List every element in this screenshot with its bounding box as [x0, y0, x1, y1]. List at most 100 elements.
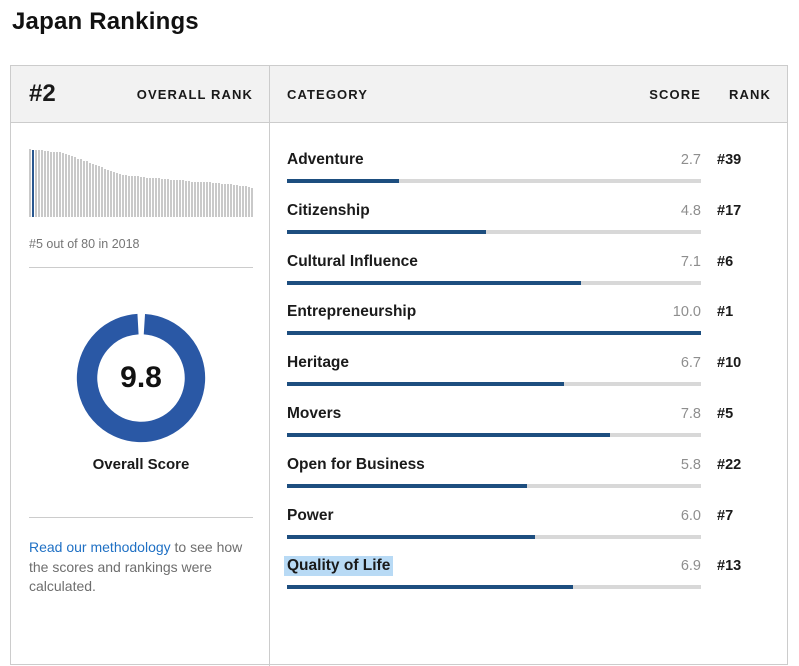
category-rank: #1 [717, 304, 734, 321]
country-rank-bar [59, 152, 61, 217]
score-column-header: SCORE [649, 86, 701, 102]
country-rank-bar [149, 178, 151, 217]
country-rank-bar [194, 182, 196, 217]
country-rank-bar [65, 154, 67, 217]
category-rank: #10 [717, 355, 742, 372]
category-row-line: Movers 7.8 #5 [287, 405, 771, 425]
country-rank-bar [167, 179, 169, 217]
methodology-text: to see how the scores and rankings were … [29, 539, 243, 594]
methodology-link[interactable]: Read our methodology [29, 539, 171, 555]
category-row-line: Power 6.0 #7 [287, 507, 771, 527]
category-column-header: CATEGORY [287, 86, 369, 102]
overall-rank-label: OVERALL RANK [136, 86, 253, 102]
score-bar-fill [287, 534, 536, 539]
category-rank: #22 [717, 456, 742, 473]
donut-chart [76, 313, 206, 443]
country-rank-bar [104, 169, 106, 217]
country-rank-bar [227, 184, 229, 217]
country-rank-bar [215, 183, 217, 217]
category-row[interactable]: Open for Business 5.8 #22 [287, 446, 771, 497]
country-rank-bar [131, 176, 133, 217]
category-score: 4.8 [680, 202, 701, 219]
category-name: Quality of Life [284, 556, 394, 577]
category-row[interactable]: Entrepreneurship 10.0 #1 [287, 293, 771, 344]
category-row-line: Quality of Life 6.9 #13 [284, 556, 771, 577]
country-rank-bar [50, 152, 52, 217]
category-score: 10.0 [672, 304, 701, 321]
score-bar-fill [287, 280, 581, 285]
category-score: 7.1 [680, 253, 701, 270]
panel-header: #2 OVERALL RANK CATEGORY SCORE RANK [11, 66, 787, 123]
overall-rank-value: #2 [29, 80, 56, 107]
country-rank-bar [158, 178, 160, 217]
country-rank-bar [245, 186, 247, 217]
category-name: Cultural Influence [287, 252, 418, 270]
category-score: 5.8 [680, 456, 701, 473]
score-bar-track [287, 331, 701, 336]
country-rank-bar [221, 184, 223, 217]
country-rank-bar [62, 153, 64, 217]
country-rank-bar [29, 149, 31, 217]
country-rank-bar [206, 182, 208, 217]
score-bar-fill [287, 432, 610, 437]
category-row-line: Entrepreneurship 10.0 #1 [287, 303, 771, 323]
country-rank-bar [140, 177, 142, 217]
category-row-line: Adventure 2.7 #39 [287, 151, 771, 171]
country-rank-bar [173, 180, 175, 217]
country-rank-bar [233, 185, 235, 217]
overall-rank-header: #2 OVERALL RANK [11, 66, 269, 122]
country-rank-bar [251, 188, 253, 217]
country-rank-bar [92, 164, 94, 217]
score-bar-track [287, 483, 701, 488]
country-rank-bar [122, 175, 124, 217]
country-rank-bar [77, 159, 79, 217]
category-row-line: Citizenship 4.8 #17 [287, 202, 771, 222]
category-name: Movers [287, 404, 342, 422]
category-row[interactable]: Cultural Influence 7.1 #6 [287, 243, 771, 294]
country-rank-bar [35, 150, 37, 217]
country-rank-bar [185, 181, 187, 217]
country-rank-bar [125, 175, 127, 217]
category-score: 7.8 [680, 405, 701, 422]
country-rank-bar [47, 151, 49, 217]
score-bar-fill [287, 331, 701, 336]
category-score: 6.0 [680, 507, 701, 524]
score-bar-track [287, 179, 701, 183]
divider [29, 517, 253, 518]
category-row[interactable]: Quality of Life 6.9 #13 [284, 547, 771, 598]
category-row[interactable]: Heritage 6.7 #10 [287, 344, 771, 395]
score-bar-fill [287, 229, 486, 234]
category-row[interactable]: Adventure 2.7 #39 [287, 141, 771, 192]
category-row[interactable]: Movers 7.8 #5 [287, 395, 771, 446]
methodology-note: Read our methodology to see how the scor… [29, 538, 253, 597]
country-rank-bar [203, 182, 205, 217]
country-rank-bar [248, 187, 250, 217]
category-row-line: Heritage 6.7 #10 [287, 354, 771, 374]
rankings-panel: #2 OVERALL RANK CATEGORY SCORE RANK #5 o… [10, 65, 788, 666]
score-bar-fill [287, 483, 528, 488]
country-rank-bar [74, 157, 76, 217]
category-rank: #7 [717, 507, 734, 524]
overall-score-donut: 9.8 [71, 308, 211, 448]
country-rank-bar [41, 150, 43, 217]
category-score: 6.9 [680, 558, 701, 575]
country-rank-bar [110, 171, 112, 217]
score-bar-track [287, 585, 701, 590]
country-rank-bar [179, 180, 181, 217]
country-rank-bar [113, 172, 115, 217]
country-rank-bar [164, 179, 166, 217]
category-name: Entrepreneurship [287, 303, 417, 321]
category-name: Adventure [287, 151, 364, 168]
country-rank-bar [224, 184, 226, 217]
category-rank: #5 [717, 405, 734, 422]
category-rank: #6 [717, 253, 734, 270]
category-row[interactable]: Power 6.0 #7 [287, 497, 771, 548]
country-rank-bar [182, 180, 184, 217]
country-rank-bar [71, 156, 73, 217]
country-rank-bar [197, 182, 199, 217]
table-header: CATEGORY SCORE RANK [269, 66, 787, 122]
category-row-line: Open for Business 5.8 #22 [287, 456, 771, 476]
category-row[interactable]: Citizenship 4.8 #17 [287, 192, 771, 243]
country-rank-bar-highlighted [32, 150, 34, 217]
country-rank-bar [161, 179, 163, 217]
